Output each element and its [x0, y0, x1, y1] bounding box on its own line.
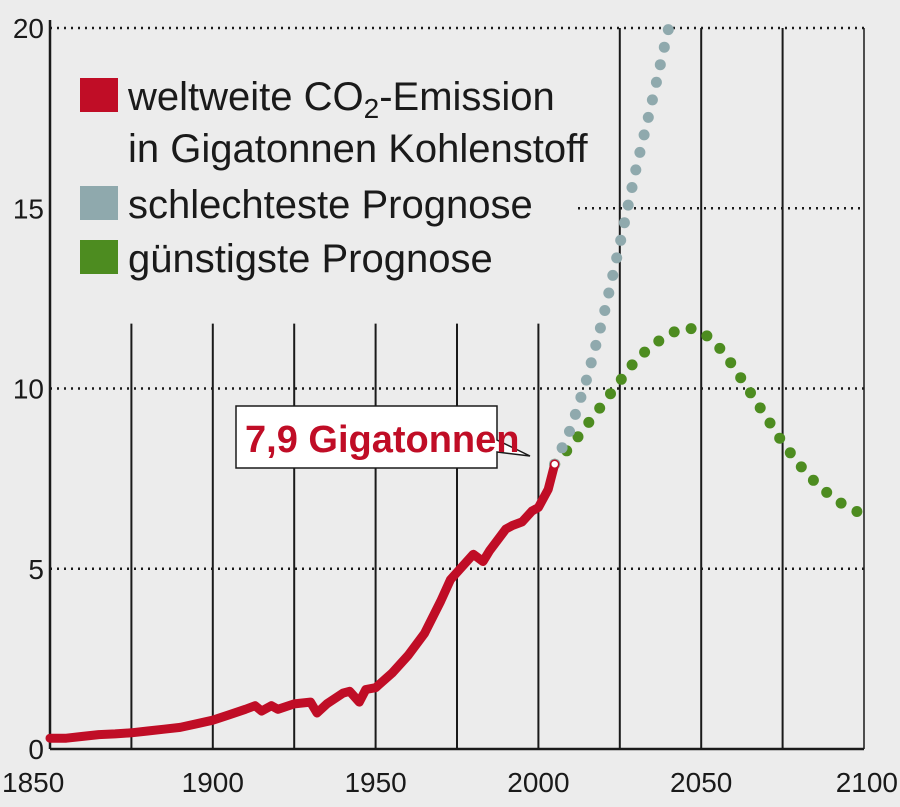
series-worst-dot — [611, 252, 623, 264]
y-tick-label-20: 20 — [13, 13, 44, 44]
series-best-dot — [639, 346, 651, 358]
series-worst-dot — [615, 234, 627, 246]
series-worst-dot — [594, 322, 606, 334]
x-tick-label-2050: 2050 — [670, 767, 732, 798]
series-worst-dot — [585, 357, 597, 369]
series-best-dot — [835, 497, 847, 509]
series-best-dot — [807, 474, 819, 486]
series-worst-dot — [603, 287, 615, 299]
series-worst-dot — [569, 408, 581, 420]
series-worst-dot — [642, 111, 654, 123]
x-tick-label-1950: 1950 — [344, 767, 406, 798]
series-best-dot — [714, 342, 726, 354]
series-best-dot — [701, 330, 713, 342]
series-best-dot — [725, 357, 737, 369]
series-worst-dot — [556, 442, 568, 454]
series-best-dot — [851, 506, 863, 517]
series-best-dot — [583, 416, 595, 428]
series-worst-dot — [658, 41, 670, 53]
series-best-dot — [594, 402, 606, 414]
x-tick-label-1900: 1900 — [182, 767, 244, 798]
series-best-dot — [685, 323, 697, 335]
legend-swatch-worst — [80, 186, 118, 220]
legend-label-historical-line1: weltweite CO2-Emission — [127, 75, 555, 124]
legend-swatch-best — [80, 240, 118, 274]
series-best-dot — [784, 447, 796, 459]
series-worst-dot — [626, 182, 638, 193]
series-best-dot — [774, 432, 786, 444]
callout-box — [235, 405, 531, 469]
series-worst-dot — [599, 305, 611, 316]
series-worst-dot — [607, 269, 619, 281]
series-worst-dot — [630, 164, 642, 176]
series-worst-dot — [638, 129, 650, 141]
axes — [48, 20, 865, 751]
series-worst-dot — [622, 199, 634, 211]
series-best-dot — [754, 402, 766, 414]
series-best-dot — [668, 326, 680, 338]
series-worst-dot — [650, 76, 662, 88]
series-best-dot — [605, 388, 616, 400]
series-layer — [45, 24, 863, 743]
series-best-dot — [795, 461, 807, 473]
series-worst-dot — [654, 59, 666, 71]
series-worst-dot — [575, 391, 587, 403]
y-tick-label-15: 15 — [13, 193, 44, 224]
series-worst-dot — [662, 24, 674, 36]
series-worst-dot — [646, 94, 658, 106]
series-best-dot — [821, 486, 833, 498]
legend-label-historical-line2: in Gigatonnen Kohlenstoff — [128, 127, 588, 171]
series-best-dot — [745, 387, 756, 399]
x-tick-label-2100: 2100 — [836, 767, 898, 798]
legend-swatch-historical — [80, 78, 118, 112]
series-best-dot — [626, 359, 638, 371]
callout-label: 7,9 Gigatonnen — [245, 419, 519, 461]
x-tick-label-1850: 1850 — [2, 767, 64, 798]
y-tick-label-0: 0 — [28, 734, 44, 765]
series-historical-line — [45, 459, 560, 743]
series-best-dot — [764, 417, 776, 429]
annotation-callout: 7,9 Gigatonnen — [235, 405, 531, 469]
legend-label-worst: schlechteste Prognose — [128, 183, 533, 227]
series-best-dot — [572, 431, 584, 443]
series-best-dot — [653, 335, 665, 347]
series-worst-dot — [590, 339, 602, 351]
series-worst-dot — [618, 217, 630, 229]
series-best-dot — [735, 372, 747, 384]
series-worst-dot — [564, 425, 575, 437]
y-tick-label-5: 5 — [28, 554, 44, 585]
annotation-point — [549, 459, 560, 469]
legend: weltweite CO2-Emission in Gigatonnen Koh… — [80, 75, 588, 281]
tick-labels: 0 5 10 15 20 1850 1900 1950 2000 2050 2100 — [2, 13, 898, 798]
x-tick-label-2000: 2000 — [507, 767, 569, 798]
series-best-dot — [615, 373, 627, 385]
y-tick-label-10: 10 — [13, 374, 44, 405]
series-worst-dot — [580, 374, 592, 386]
series-worst-dot — [634, 146, 646, 158]
legend-label-best: günstigste Prognose — [128, 237, 493, 281]
